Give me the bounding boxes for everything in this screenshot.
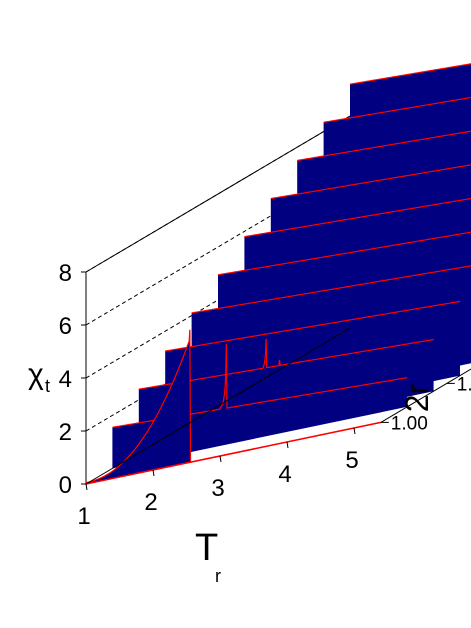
series-line	[297, 130, 471, 162]
x-tick-label: 4	[278, 461, 291, 488]
y-tick-label: 6	[59, 313, 72, 340]
y-tick-label: 4	[59, 366, 72, 393]
x-tick	[286, 441, 289, 449]
x-axis-label-subscript: r	[215, 566, 221, 586]
x-tick	[353, 427, 356, 435]
series-line	[165, 300, 461, 352]
left-floor-edge	[85, 327, 351, 485]
series-line	[217, 231, 471, 276]
y-axis-label-subscript: t	[45, 376, 50, 396]
y-tick-label: 0	[59, 472, 72, 499]
x-tick-label: 3	[211, 475, 224, 502]
z-axis-label: 2r	[399, 383, 435, 412]
x-tick-label: 1	[77, 503, 90, 530]
z-tick-label: 1.25	[457, 374, 471, 395]
series-line	[323, 96, 471, 123]
x-tick	[152, 469, 155, 477]
top-side-edge	[85, 115, 351, 273]
x-tick-label: 5	[345, 447, 358, 474]
series-line	[191, 265, 471, 314]
series-line	[270, 164, 471, 200]
z-tick-label: 1.00	[391, 413, 428, 434]
x-axis-label: T	[195, 527, 218, 569]
x-tick	[219, 455, 222, 463]
y-tick-label: 2	[59, 419, 72, 446]
y-tick-label: 8	[59, 260, 72, 287]
y-axis-label: χ	[28, 358, 44, 391]
series-line	[349, 63, 471, 85]
x-tick	[85, 483, 88, 491]
right-floor-edge	[380, 368, 471, 423]
surface-layer	[85, 63, 471, 485]
series-line	[244, 197, 471, 238]
front-baseline	[85, 421, 381, 485]
surface-strip	[86, 329, 381, 484]
x-tick-label: 2	[144, 489, 157, 516]
